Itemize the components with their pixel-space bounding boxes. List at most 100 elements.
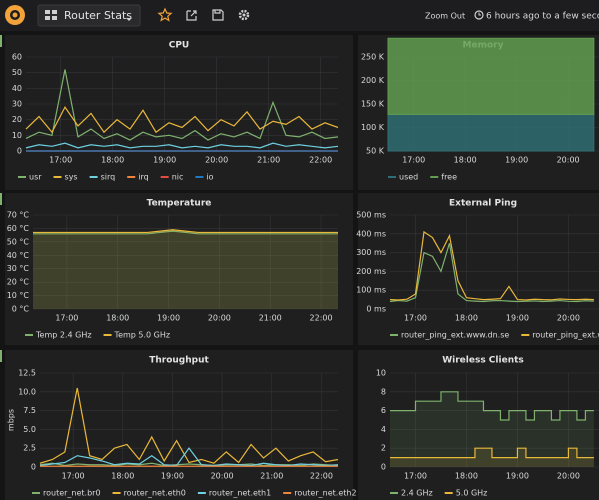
x-tick-label: 22:00 xyxy=(310,314,333,323)
x-tick-label: 18:00 xyxy=(106,314,129,323)
y-tick-label: 4 xyxy=(381,425,386,434)
y-tick-label: 0 ms xyxy=(366,305,386,314)
panel-title: Wireless Clients xyxy=(442,356,524,366)
y-tick-label: 500 ms xyxy=(356,211,386,220)
y-tick-label: 150 K xyxy=(361,100,385,109)
y-tick-label: 200 K xyxy=(361,76,385,85)
x-tick-label: 20:00 xyxy=(211,472,234,481)
panel-marker xyxy=(0,193,2,205)
x-tick-label: 18:00 xyxy=(111,472,134,481)
series-line xyxy=(39,447,339,467)
caret xyxy=(126,18,132,21)
x-tick-label: 17:00 xyxy=(55,314,78,323)
legend-entry: router_net.eth0 xyxy=(124,489,186,498)
panel-title: Throughput xyxy=(149,356,209,366)
y-tick-label: 60 °C xyxy=(7,224,30,233)
legend-swatch xyxy=(521,334,530,336)
panel-marker xyxy=(0,35,2,47)
legend-entry: router_net.eth2 xyxy=(294,489,356,498)
legend-entry: nic xyxy=(172,173,184,182)
legend-swatch xyxy=(160,176,169,178)
y-tick-label: 2 xyxy=(381,444,386,453)
x-tick-label: 18:00 xyxy=(455,472,478,481)
y-tick-label: 200 ms xyxy=(356,267,386,276)
x-tick-label: 20:00 xyxy=(205,156,228,165)
series-line xyxy=(389,230,594,301)
y-tick-label: 7.5 xyxy=(23,406,36,415)
series-line xyxy=(390,391,594,421)
legend-swatch xyxy=(197,492,206,494)
y-tick-label: 30 xyxy=(12,100,22,109)
y-tick-label: 400 ms xyxy=(356,229,386,238)
y-axis-label: mbps xyxy=(7,409,16,431)
x-tick-label: 20:00 xyxy=(208,314,231,323)
y-tick-label: 70 °C xyxy=(7,211,30,220)
legend-swatch xyxy=(32,492,40,494)
y-tick-label: 8 xyxy=(381,387,386,396)
y-tick-label: 40 °C xyxy=(7,251,30,260)
x-tick-label: 17:00 xyxy=(62,472,85,481)
x-tick-label: 17:00 xyxy=(402,156,425,165)
settings-button[interactable] xyxy=(238,9,250,21)
y-tick-label: 50 K xyxy=(366,147,385,156)
grafana-logo[interactable] xyxy=(5,5,25,25)
series-line xyxy=(33,230,338,235)
x-tick-label: 18:00 xyxy=(455,314,478,323)
grid-icon xyxy=(45,10,57,20)
dashboard-picker[interactable] xyxy=(37,4,141,27)
y-tick-label: 0 xyxy=(381,463,386,472)
zoom-out-button[interactable]: Zoom Out xyxy=(425,12,465,21)
x-tick-label: 21:00 xyxy=(257,156,280,165)
legend-entry: 5.0 GHz xyxy=(456,489,488,498)
legend-entry: usr xyxy=(29,173,42,182)
y-tick-label: 10.0 xyxy=(18,387,36,396)
y-tick-label: 10 xyxy=(376,369,386,378)
y-tick-label: 40 xyxy=(12,84,22,93)
x-tick-label: 21:00 xyxy=(259,314,282,323)
area-fill xyxy=(33,231,338,309)
x-tick-label: 17:00 xyxy=(49,156,72,165)
legend-swatch xyxy=(89,176,98,178)
x-tick-label: 19:00 xyxy=(506,472,529,481)
area-fill xyxy=(390,391,594,467)
y-tick-label: 6 xyxy=(381,406,386,415)
clock-icon xyxy=(474,10,484,20)
y-tick-label: 2.5 xyxy=(23,444,36,453)
y-tick-label: 20 xyxy=(12,115,22,124)
legend-entry: router_net.eth1 xyxy=(209,489,271,498)
series-line xyxy=(39,462,339,467)
panel-title: Temperature xyxy=(147,199,212,209)
star-button[interactable] xyxy=(157,7,173,22)
y-tick-label: 0 xyxy=(31,463,36,472)
y-tick-label: 10 xyxy=(12,131,22,140)
legend-entry: router_ping_ext.www.dn.se xyxy=(401,331,509,340)
time-range-picker[interactable]: 6 hours ago to a few seconds xyxy=(486,12,599,22)
legend-swatch xyxy=(195,176,204,178)
area xyxy=(387,37,595,115)
save-button[interactable] xyxy=(212,9,224,21)
legend-entry: used xyxy=(399,173,418,182)
dashboard-title[interactable]: Router Stats xyxy=(64,9,132,22)
legend-swatch xyxy=(430,176,439,178)
clock-hands xyxy=(478,12,481,16)
area xyxy=(387,113,595,152)
legend-entry: free xyxy=(441,173,457,182)
legend-entry: sys xyxy=(65,173,78,182)
panel xyxy=(5,350,353,500)
y-tick-label: 50 °C xyxy=(7,237,30,246)
series-line xyxy=(25,142,339,149)
y-tick-label: 0 xyxy=(17,147,22,156)
series-line xyxy=(390,447,594,459)
y-tick-label: 100 ms xyxy=(356,286,386,295)
legend-swatch xyxy=(390,334,398,336)
legend-swatch xyxy=(127,176,136,178)
x-tick-label: 19:00 xyxy=(506,314,529,323)
panel-title: External Ping xyxy=(449,199,517,209)
x-tick-label: 19:00 xyxy=(157,314,180,323)
y-tick-label: 10 °C xyxy=(7,291,30,300)
legend-entry: router_net.br0 xyxy=(43,489,101,498)
share-button[interactable] xyxy=(186,10,197,21)
series-line xyxy=(33,229,338,234)
panel-marker xyxy=(0,350,2,362)
